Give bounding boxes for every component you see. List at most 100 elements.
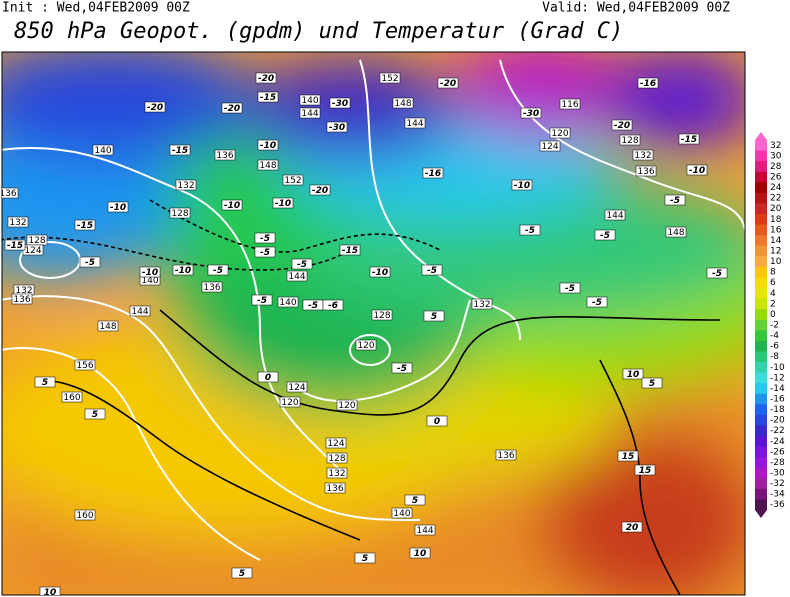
temperature-label: -20 <box>224 104 240 114</box>
temperature-label: -16 <box>425 169 441 179</box>
colorbar-label: -20 <box>770 416 785 426</box>
geopotential-label: 116 <box>561 100 578 110</box>
temperature-label-box <box>79 256 101 268</box>
temperature-label-box <box>622 368 644 380</box>
geopotential-label: 136 <box>0 189 17 199</box>
geopotential-label: 120 <box>551 129 568 139</box>
temperature-label-box <box>257 371 279 383</box>
geopotential-label-box <box>559 98 581 110</box>
colorbar-swatch <box>755 319 767 331</box>
temperature-label: -10 <box>372 268 388 278</box>
temperature-label: 20 <box>626 523 639 533</box>
temperature-label: -5 <box>397 364 407 374</box>
geopotential-label: 132 <box>15 286 32 296</box>
colorbar-label: -32 <box>770 479 785 489</box>
temperature-label: 10 <box>627 370 640 380</box>
temperature-label: -5 <box>592 298 602 308</box>
geopotential-label-box <box>379 72 401 84</box>
colorbar-label: 22 <box>770 194 781 204</box>
colorbar-label: 0 <box>770 310 776 320</box>
geopotential-label: 136 <box>13 295 30 305</box>
geopotential-label-box <box>404 117 426 129</box>
colorbar-label: 18 <box>770 215 782 225</box>
temperature-label: -5 <box>213 266 223 276</box>
colorbar-swatch <box>755 340 767 352</box>
temperature-label-box <box>257 91 279 103</box>
map-frame <box>1 51 746 596</box>
geopotential-label: 124 <box>24 246 41 256</box>
colorbar-label: -26 <box>770 447 785 457</box>
colorbar-label: -4 <box>770 331 779 341</box>
temperature-contours <box>2 199 721 595</box>
geopotential-label-box <box>632 149 654 161</box>
geopotential-label-box <box>324 482 346 494</box>
temperature-label: -15 <box>260 93 276 103</box>
geopotential-label: 132 <box>328 469 345 479</box>
temperature-label: -20 <box>312 186 328 196</box>
colorbar-label: -18 <box>770 405 785 415</box>
colorbar-label: 2 <box>770 299 776 309</box>
temperature-label-box <box>254 246 276 258</box>
temperature-label-box <box>329 97 351 109</box>
temperature-label: 10 <box>414 549 427 559</box>
geopotential-label-box <box>539 140 561 152</box>
geopotential-label-box <box>257 159 279 171</box>
temperature-label-box <box>404 494 426 506</box>
temperature-label-box <box>422 167 444 179</box>
geopotential-label-box <box>282 174 304 186</box>
temperature-label-box <box>291 258 313 270</box>
temperature-label-box <box>621 521 643 533</box>
geopotential-label-box <box>2 187 19 199</box>
geopotential-label: 160 <box>63 393 80 403</box>
temperature-label-box <box>641 377 663 389</box>
temperature-label: -5 <box>427 266 437 276</box>
geopotential-label: 132 <box>634 151 651 161</box>
colorbar-swatch <box>755 478 767 490</box>
geopotential-label-box <box>129 305 151 317</box>
geopotential-label-box <box>169 207 191 219</box>
geopotential-label: 140 <box>141 276 158 286</box>
colorbar-swatch <box>755 499 767 511</box>
geopotential-label: 144 <box>301 109 318 119</box>
geopotential-label-box <box>619 134 641 146</box>
valid-time: Valid: Wed,04FEB2009 00Z <box>542 1 730 16</box>
geopotential-label-box <box>336 399 358 411</box>
geopotential-label: 124 <box>288 383 305 393</box>
geopotential-label: 124 <box>541 142 558 152</box>
geopotential-label: 132 <box>473 300 490 310</box>
temperature-label-box <box>34 376 56 388</box>
temperature-label: -5 <box>297 260 307 270</box>
temperature-label-box <box>594 229 616 241</box>
geopotential-label: 144 <box>416 526 433 536</box>
temperature-label-box <box>272 197 294 209</box>
temperature-label: -10 <box>275 199 291 209</box>
colorbar-label: 24 <box>770 183 782 193</box>
geopotential-label: 152 <box>284 176 301 186</box>
geopotential-label: 136 <box>637 167 654 177</box>
temperature-label-box <box>257 139 279 151</box>
temperature-label-box <box>686 164 708 176</box>
colorbar-label: -12 <box>770 373 785 383</box>
geopotential-label: 124 <box>327 439 344 449</box>
geopotential-label-box <box>414 524 436 536</box>
colorbar-swatch <box>755 467 767 479</box>
colorbar-label: 16 <box>770 225 782 235</box>
temperature-label: -10 <box>514 181 530 191</box>
temperature-label: 10 <box>44 588 57 597</box>
temperature-label: 5 <box>431 312 437 322</box>
geopotential-label: 128 <box>171 209 188 219</box>
colorbar-swatch <box>755 214 767 226</box>
colorbar-label: -34 <box>770 490 785 500</box>
geopotential-label: 144 <box>606 211 623 221</box>
temperature-label-box <box>409 547 431 559</box>
temperature-label: -5 <box>260 234 270 244</box>
colorbar-label: 8 <box>770 268 776 278</box>
colorbar-swatch <box>755 288 767 300</box>
colorbar-swatch <box>755 404 767 416</box>
geopotential-label-box <box>299 94 321 106</box>
geopotential-label: 128 <box>328 454 345 464</box>
geopotential-label: 136 <box>326 484 343 494</box>
temperature-label: 0 <box>434 417 440 427</box>
geopotential-label-box <box>92 144 114 156</box>
